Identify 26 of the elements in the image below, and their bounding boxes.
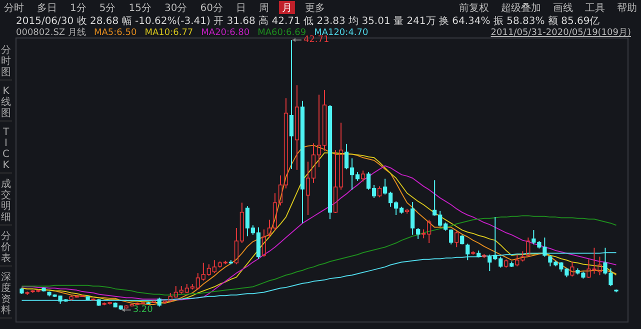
text: 深度资料 — [1, 271, 11, 316]
text: 日 — [236, 3, 246, 14]
text: 2011/05/31-2020/05/19(109月) — [490, 28, 631, 38]
text: 周 — [258, 3, 269, 14]
text: 帮助 — [617, 2, 637, 14]
text: 更多 — [304, 2, 325, 14]
text: K线图 — [1, 86, 11, 119]
text: 分时 — [4, 2, 24, 14]
text: 多日 — [37, 2, 57, 14]
text: 1分 — [70, 2, 86, 14]
text: 前复权 — [459, 2, 489, 14]
text: 15分 — [128, 2, 152, 14]
text: 分时图 — [1, 44, 11, 78]
text: TICK — [2, 127, 10, 171]
chart-subtitle: 000802.SZ 月线 — [16, 27, 86, 38]
text: 超级叠加 — [501, 2, 541, 14]
text: 30分 — [164, 2, 188, 14]
chart-title: 2015/06/30 收 28.68 幅 -10.62%(-3.41) 开 31.68 高 42.71 低 23.83 均 35.01 量 241万 换 64.34% 振 58.83% 额 85.69亿 — [16, 15, 600, 27]
text: 画线 — [553, 2, 573, 14]
text: 60分 — [200, 2, 223, 14]
text: 成交明细 — [1, 178, 11, 223]
text: 5分 — [99, 2, 116, 14]
annotation: 3.20 — [132, 305, 154, 315]
text: 工具 — [585, 3, 605, 14]
text: 月 — [282, 3, 292, 14]
text: 分价表 — [0, 230, 11, 264]
